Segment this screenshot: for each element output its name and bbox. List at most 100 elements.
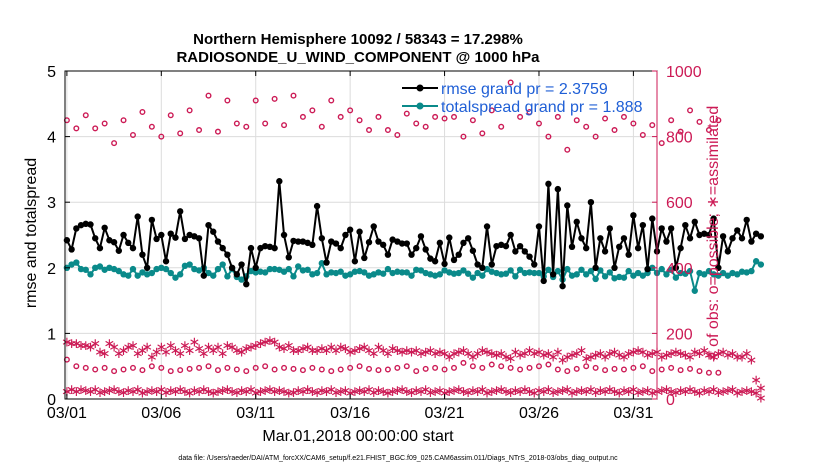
obs-assimilated-marker: ∗ bbox=[401, 343, 413, 359]
spread-point bbox=[271, 265, 278, 273]
obs-assimilated-marker: ∗ bbox=[273, 383, 285, 399]
obs-assimilated-marker: ∗ bbox=[61, 384, 73, 400]
obs-assimilated-marker: ∗ bbox=[514, 384, 526, 400]
spread-point bbox=[261, 269, 269, 276]
obs-assimilated-marker: ∗ bbox=[165, 338, 177, 354]
obs-assimilated-marker: ∗ bbox=[222, 338, 234, 354]
obs-assimilated-marker: ∗ bbox=[703, 384, 715, 400]
rmse-point bbox=[153, 235, 160, 243]
obs-possible-marker bbox=[120, 366, 127, 373]
obs-assimilated-marker: ∗ bbox=[547, 385, 559, 401]
obs-assimilated-marker: ∗ bbox=[495, 346, 507, 362]
obs-assimilated-marker: ∗ bbox=[354, 341, 366, 357]
rmse-point bbox=[195, 235, 203, 242]
y-tick-label-left: 4 bbox=[47, 130, 56, 147]
obs-assimilated-marker: ∗ bbox=[222, 382, 234, 398]
x-tick-label: 03/01 bbox=[47, 405, 87, 422]
y-axis-label-left: rmse and totalspread bbox=[23, 158, 40, 308]
spread-point bbox=[304, 266, 311, 273]
obs-assimilated-marker: ∗ bbox=[193, 341, 205, 357]
y-tick-label-right: 200 bbox=[666, 326, 693, 343]
obs-assimilated-marker: ∗ bbox=[552, 344, 564, 360]
obs-assimilated-marker: ∗ bbox=[746, 353, 758, 369]
obs-assimilated-marker: ∗ bbox=[188, 383, 200, 399]
spread-point bbox=[582, 271, 590, 278]
obs-assimilated-marker: ∗ bbox=[236, 344, 248, 360]
rmse-point bbox=[757, 233, 765, 240]
rmse-point bbox=[710, 215, 717, 222]
obs-assimilated-marker: ∗ bbox=[694, 385, 706, 401]
rmse-point bbox=[247, 244, 255, 252]
obs-assimilated-marker: ∗ bbox=[283, 338, 295, 354]
spread-point bbox=[224, 273, 231, 280]
obs-assimilated-marker: ∗ bbox=[307, 384, 319, 400]
spread-point bbox=[408, 272, 415, 279]
obs-possible-marker bbox=[214, 367, 221, 374]
obs-assimilated-marker: ∗ bbox=[160, 385, 172, 401]
spread-point bbox=[384, 265, 392, 273]
rmse-point bbox=[512, 248, 519, 255]
obs-possible-marker bbox=[479, 364, 486, 371]
obs-assimilated-marker: ∗ bbox=[476, 343, 488, 359]
spread-point bbox=[82, 266, 89, 273]
spread-point bbox=[734, 271, 741, 278]
spread-point bbox=[351, 268, 359, 275]
obs-assimilated-marker: ∗ bbox=[510, 383, 522, 399]
obs-possible-marker bbox=[214, 128, 221, 135]
obs-assimilated-marker: ∗ bbox=[85, 384, 97, 400]
obs-assimilated-marker: ∗ bbox=[321, 384, 333, 400]
rmse-point bbox=[483, 223, 491, 230]
obs-assimilated-marker: ∗ bbox=[623, 346, 635, 362]
rmse-point bbox=[554, 185, 562, 193]
obs-assimilated-marker: ∗ bbox=[99, 384, 111, 400]
obs-assimilated-marker: ∗ bbox=[127, 338, 139, 354]
spread-point bbox=[219, 261, 226, 268]
obs-assimilated-marker: ∗ bbox=[137, 385, 149, 401]
obs-assimilated-marker: ∗ bbox=[396, 344, 408, 360]
obs-assimilated-marker: ∗ bbox=[325, 382, 337, 398]
rmse-point bbox=[271, 244, 278, 252]
spread-point bbox=[498, 271, 505, 278]
rmse-point bbox=[379, 241, 387, 249]
obs-assimilated-marker: ∗ bbox=[406, 344, 418, 360]
y-axis-label-right: # of obs: o=possible; ∗=assimilated bbox=[705, 106, 722, 360]
y-tick-label-left: 1 bbox=[47, 326, 56, 343]
rmse-point bbox=[252, 264, 259, 271]
obs-assimilated-marker: ∗ bbox=[335, 340, 347, 356]
obs-assimilated-marker: ∗ bbox=[486, 346, 498, 362]
obs-possible-marker bbox=[186, 107, 193, 114]
rmse-point bbox=[620, 235, 628, 242]
obs-assimilated-marker: ∗ bbox=[344, 385, 356, 401]
obs-assimilated-marker: ∗ bbox=[609, 344, 621, 360]
obs-assimilated-marker: ∗ bbox=[637, 384, 649, 400]
obs-assimilated-marker: ∗ bbox=[637, 344, 649, 360]
spread-point bbox=[634, 269, 642, 277]
x-tick-label: 03/26 bbox=[519, 405, 559, 422]
rmse-point bbox=[441, 260, 448, 268]
obs-assimilated-marker: ∗ bbox=[547, 349, 559, 365]
obs-assimilated-marker: ∗ bbox=[113, 346, 125, 362]
obs-assimilated-marker: ∗ bbox=[481, 344, 493, 360]
rmse-point bbox=[73, 225, 80, 232]
obs-possible-marker bbox=[705, 127, 712, 134]
obs-possible-marker bbox=[545, 361, 552, 368]
rmse-point bbox=[413, 244, 420, 252]
obs-possible-marker bbox=[384, 127, 391, 134]
y-tick-label-left: 0 bbox=[47, 392, 56, 409]
rmse-point bbox=[280, 231, 288, 239]
rmse-point bbox=[323, 259, 330, 266]
x-tick-label: 03/11 bbox=[236, 405, 275, 422]
rmse-point bbox=[705, 231, 713, 239]
spread-point bbox=[573, 271, 580, 278]
obs-assimilated-marker: ∗ bbox=[675, 346, 687, 362]
obs-possible-marker bbox=[413, 120, 420, 127]
obs-assimilated-marker: ∗ bbox=[698, 343, 710, 359]
obs-possible-marker bbox=[347, 364, 354, 371]
obs-possible-marker bbox=[658, 140, 665, 147]
obs-possible-marker bbox=[243, 123, 250, 130]
obs-possible-marker bbox=[347, 107, 354, 114]
rmse-point bbox=[318, 235, 326, 242]
obs-assimilated-marker: ∗ bbox=[340, 341, 352, 357]
obs-assimilated-marker: ∗ bbox=[61, 335, 73, 351]
obs-assimilated-marker: ∗ bbox=[604, 382, 616, 398]
